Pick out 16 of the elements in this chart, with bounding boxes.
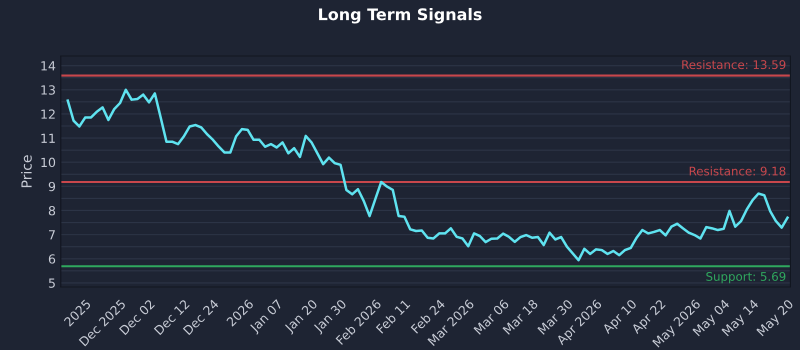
ref-line-label: Support: 5.69 [706, 272, 786, 284]
y-tick-label: 11 [41, 134, 55, 143]
chart-title: Long Term Signals [319, 8, 482, 24]
y-tick-label: 6 [48, 254, 56, 264]
y-axis-title: Price [21, 155, 32, 188]
line-series [66, 88, 789, 262]
ref-line-label: Resistance: 13.59 [682, 60, 786, 70]
y-tick-label: 8 [48, 206, 56, 216]
y-tick-label: 14 [41, 61, 56, 70]
y-tick-label: 12 [41, 109, 55, 119]
y-tick-label: 13 [41, 85, 55, 95]
y-tick-label: 9 [48, 182, 56, 192]
y-tick-label: 7 [49, 230, 55, 240]
ref-line-label: Resistance: 9.18 [690, 166, 786, 176]
y-tick-label: 10 [41, 158, 56, 168]
y-tick-label: 5 [48, 278, 55, 288]
